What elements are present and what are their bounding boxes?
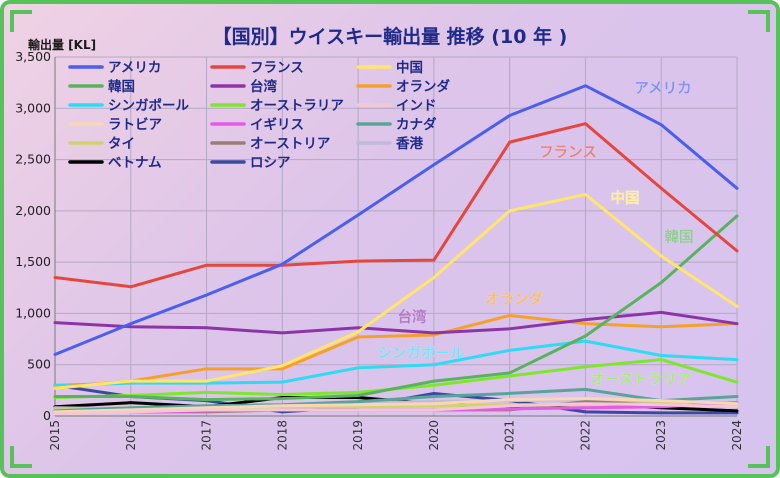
x-tick-label: 2019 (351, 420, 365, 451)
series-line (53, 397, 739, 414)
x-tick-label: 2015 (48, 420, 62, 451)
y-axis-label: 輸出量 [KL] (28, 38, 97, 52)
chart-title: 【国別】ウイスキー輸出量 推移 (10 年 ) (212, 26, 568, 48)
y-tick-label: 1,000 (15, 305, 51, 320)
y-tick-label: 3,000 (15, 100, 51, 115)
legend-label: インド (396, 98, 437, 114)
legend-label: オランダ (396, 78, 450, 95)
corner-ornament (748, 446, 770, 468)
legend-label: ベトナム (108, 155, 162, 171)
series-annotation: 台湾 (398, 308, 427, 326)
series-annotation: アメリカ (634, 80, 691, 97)
y-tick-label: 500 (27, 357, 51, 372)
series-line (53, 339, 739, 387)
series-line (53, 313, 739, 389)
legend-label: 中国 (396, 59, 423, 76)
legend-label: 香港 (395, 135, 423, 152)
legend-label: アメリカ (108, 60, 161, 76)
y-tick-label: 2,000 (15, 203, 51, 218)
series-annotation: オランダ (485, 290, 543, 308)
y-tick-label: 0 (43, 408, 51, 423)
series-line (53, 387, 739, 413)
legend-label: イギリス (250, 117, 304, 133)
x-tick-label: 2017 (200, 420, 214, 451)
y-tick-label: 2,500 (15, 152, 51, 167)
legend-label: 台湾 (250, 78, 277, 95)
y-tick-label: 1,500 (15, 254, 51, 269)
series-annotation: オーストラリア (591, 371, 692, 388)
y-tick-label: 3,500 (15, 49, 51, 64)
series-line (53, 402, 739, 416)
x-tick-label: 2018 (275, 420, 289, 451)
corner-ornament (10, 10, 32, 32)
legend-label: オーストラリア (250, 98, 344, 114)
legend-label: ロシア (250, 155, 291, 171)
series-line (53, 122, 739, 289)
x-tick-label: 2022 (578, 420, 592, 451)
series-annotation: 韓国 (665, 228, 694, 246)
series-annotation: 中国 (611, 189, 640, 207)
series-line (53, 192, 739, 390)
legend-label: シンガポール (108, 97, 189, 114)
x-tick-label: 2020 (427, 420, 441, 451)
x-tick-label: 2024 (730, 420, 744, 451)
legend-label: 韓国 (108, 78, 135, 95)
series-annotation: フランス (539, 145, 597, 161)
legend-label: オーストリア (250, 136, 330, 152)
series-line (53, 396, 739, 413)
legend-label: カナダ (396, 116, 437, 133)
x-tick-label: 2023 (654, 420, 668, 451)
x-tick-label: 2021 (503, 420, 517, 451)
legend-label: フランス (250, 60, 304, 76)
corner-ornament (10, 446, 32, 468)
legend-label: ラトビア (108, 117, 162, 133)
series-annotation: シンガポール (378, 344, 465, 362)
series-line (53, 214, 739, 402)
corner-ornament (748, 10, 770, 32)
series-line (53, 310, 739, 335)
series-line (53, 84, 739, 356)
legend-label: タイ (108, 136, 135, 152)
x-tick-label: 2016 (124, 420, 138, 451)
